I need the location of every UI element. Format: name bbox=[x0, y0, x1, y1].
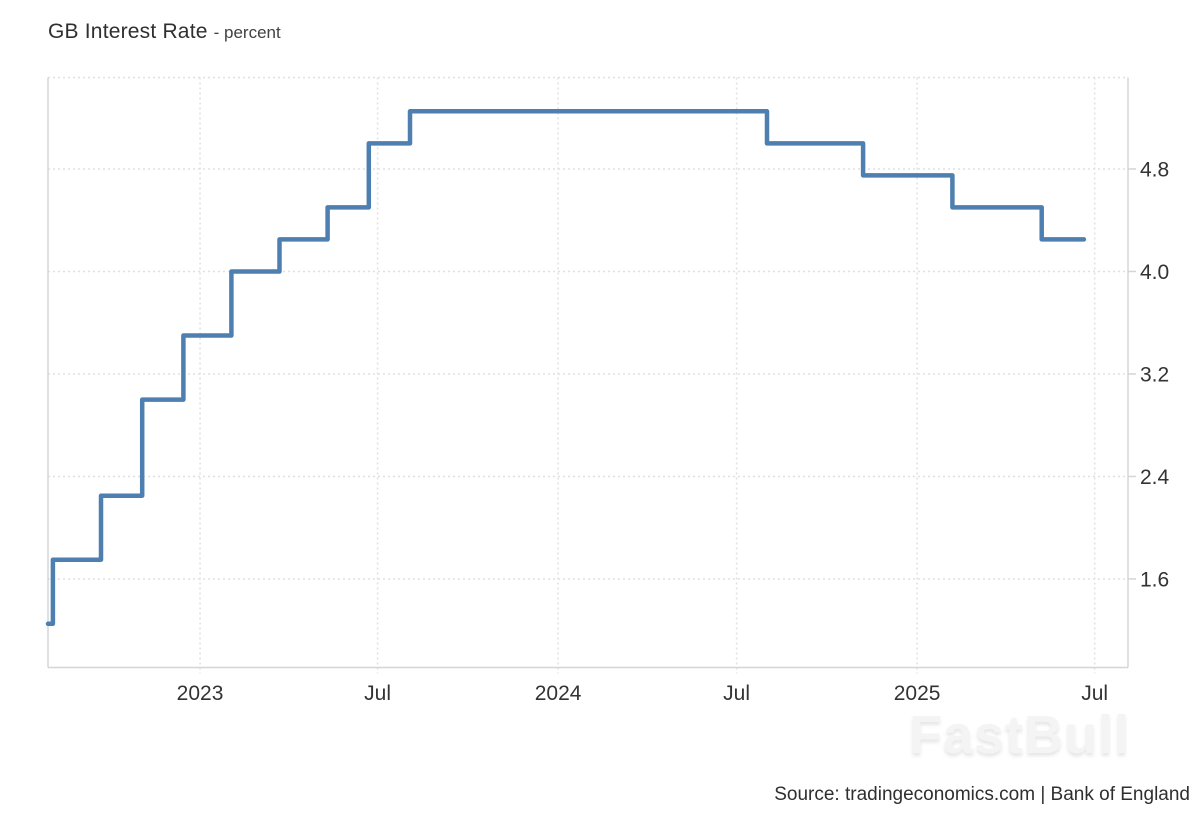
x-tick-label: Jul bbox=[364, 682, 391, 705]
x-tick-label: 2023 bbox=[177, 682, 224, 705]
y-tick-label: 1.6 bbox=[1140, 568, 1169, 591]
x-tick-label: 2024 bbox=[535, 682, 582, 705]
x-tick-label: 2025 bbox=[894, 682, 941, 705]
y-tick-label: 4.8 bbox=[1140, 158, 1169, 181]
y-tick-label: 3.2 bbox=[1140, 363, 1169, 386]
y-tick-label: 2.4 bbox=[1140, 466, 1170, 489]
chart-header: GB Interest Rate - percent bbox=[48, 20, 281, 44]
source-attribution: Source: tradingeconomics.com | Bank of E… bbox=[774, 784, 1190, 805]
chart-title: GB Interest Rate bbox=[48, 20, 208, 43]
x-tick-label: Jul bbox=[723, 682, 750, 705]
series-line bbox=[45, 109, 1087, 627]
y-tick-label: 4.0 bbox=[1140, 261, 1169, 284]
x-tick-label: Jul bbox=[1081, 682, 1108, 705]
chart-subtitle: - percent bbox=[213, 23, 281, 42]
